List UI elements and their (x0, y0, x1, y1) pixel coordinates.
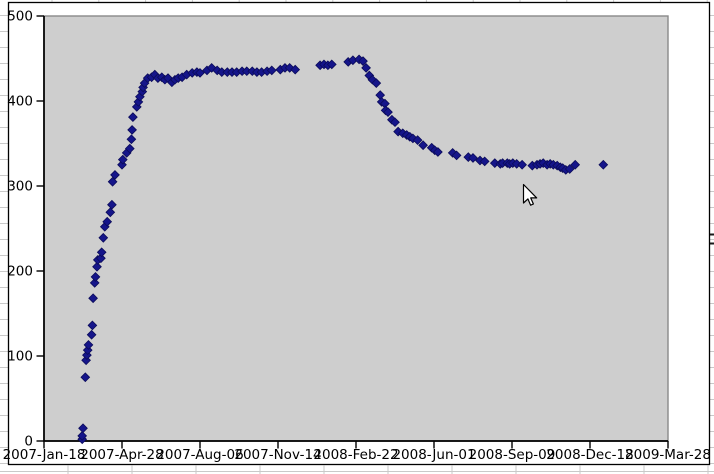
data-point (89, 278, 100, 288)
x-tick-label: 2008-Dec-18 (546, 447, 633, 463)
data-point (117, 159, 127, 170)
x-tick-label: 2007-Aug-06 (156, 447, 243, 463)
data-point (98, 232, 109, 243)
mouse-cursor-icon (522, 183, 538, 206)
data-point (358, 56, 368, 66)
x-tick-label: 2008-Jun-01 (392, 447, 475, 463)
y-tick-label: 200 (7, 264, 33, 280)
data-point (92, 261, 102, 272)
data-point (284, 63, 295, 73)
x-tick-label: 2009-Mar-28 (625, 447, 711, 463)
data-point (390, 117, 400, 128)
y-axis: 0 100 200 300 400 500 (7, 9, 44, 450)
data-point (266, 65, 277, 76)
data-point (290, 64, 301, 75)
data-point (468, 153, 478, 163)
data-point (81, 355, 91, 366)
data-point (117, 154, 128, 165)
data-point (451, 150, 462, 161)
data-point (479, 156, 490, 167)
data-point (361, 63, 371, 73)
data-point (127, 125, 137, 135)
data-point (133, 97, 144, 107)
plot-area[interactable] (43, 15, 669, 442)
y-tick-label: 0 (24, 434, 33, 450)
data-point (418, 140, 428, 151)
data-point (489, 158, 500, 168)
data-point (105, 207, 116, 218)
data-point (371, 78, 382, 88)
data-point (206, 63, 217, 73)
x-tick-label: 2007-Nov-14 (234, 447, 321, 463)
y-tick-label: 400 (7, 94, 33, 110)
data-point (195, 68, 205, 78)
y-tick-label: 300 (7, 179, 33, 195)
data-point (96, 253, 106, 264)
data-point (107, 176, 118, 187)
y-tick-label: 100 (7, 349, 33, 365)
data-point (383, 107, 393, 117)
data-point (517, 159, 527, 170)
y-tick-label: 500 (7, 9, 33, 25)
data-point (598, 159, 609, 170)
data-point (124, 143, 135, 154)
data-point (110, 170, 120, 180)
x-tick-label: 2007-Jan-18 (3, 447, 86, 463)
data-point (83, 340, 94, 350)
data-point (77, 431, 88, 441)
data-point (564, 164, 575, 174)
data-point (80, 372, 91, 383)
data-point (433, 147, 443, 157)
data-point (86, 329, 97, 340)
x-tick-label: 2008-Feb-22 (313, 447, 398, 463)
data-point (78, 423, 88, 434)
scatter-series[interactable] (77, 54, 609, 445)
data-point (447, 148, 458, 158)
data-point (570, 159, 581, 170)
data-point (102, 216, 113, 227)
data-point (107, 199, 117, 210)
data-point (326, 59, 337, 70)
x-axis: 2007-Jan-182007-Apr-282007-Aug-062007-No… (3, 441, 711, 463)
data-point (212, 65, 223, 76)
x-tick-label: 2007-Apr-28 (80, 447, 163, 463)
data-point (96, 247, 107, 258)
data-point (88, 293, 98, 304)
x-tick-label: 2008-Sep-09 (469, 447, 556, 463)
data-point (87, 320, 98, 331)
data-point (412, 135, 423, 145)
data-point (128, 112, 138, 122)
data-point (90, 272, 101, 282)
data-point (126, 134, 137, 145)
